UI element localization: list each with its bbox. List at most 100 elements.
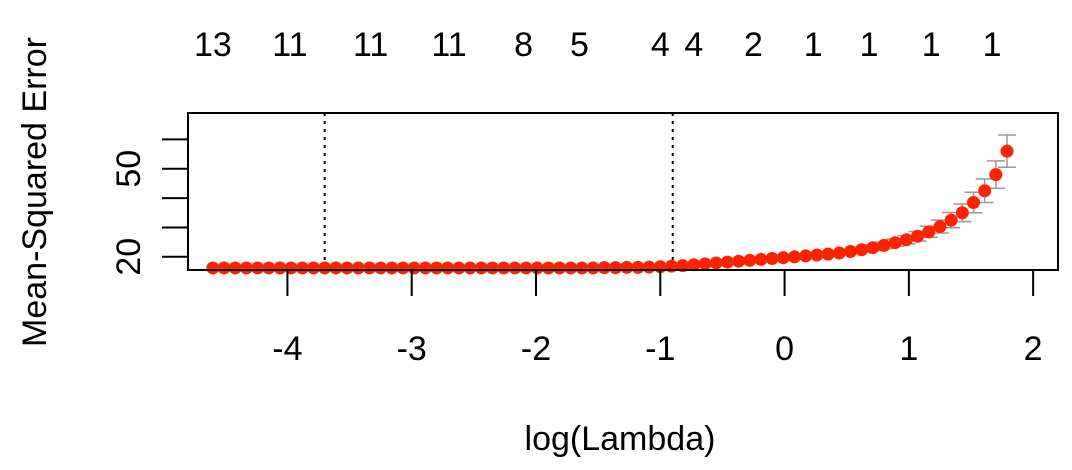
data-point	[978, 184, 992, 198]
top-axis-labels: 13 11 11 11 8 5 4 4 2 1 1 1 1	[194, 26, 1002, 64]
data-point	[262, 261, 276, 275]
data-point	[295, 261, 309, 275]
data-point	[586, 261, 600, 275]
data-point	[709, 256, 723, 270]
data-point	[362, 261, 376, 275]
x-axis-title: log(Lambda)	[525, 420, 716, 458]
x-tick-label: -3	[397, 330, 427, 368]
data-point	[340, 261, 354, 275]
data-point	[933, 220, 947, 234]
data-point	[575, 261, 589, 275]
data-point	[698, 257, 712, 271]
top-count-label: 11	[272, 26, 307, 64]
data-point	[966, 196, 980, 210]
data-point	[318, 261, 332, 275]
data-point	[396, 261, 410, 275]
top-count-label: 13	[194, 26, 232, 64]
data-point	[922, 225, 936, 239]
top-count-label: 4	[684, 26, 703, 64]
data-point	[642, 260, 656, 274]
top-count-label: 11	[353, 26, 388, 64]
data-point	[810, 248, 824, 262]
data-point	[888, 236, 902, 250]
data-point	[351, 261, 365, 275]
top-count-label: 1	[860, 26, 879, 64]
data-point	[385, 261, 399, 275]
data-point	[843, 245, 857, 259]
top-count-label: 1	[983, 26, 1002, 64]
data-point	[899, 233, 913, 247]
data-point	[631, 260, 645, 274]
x-tick-label: 0	[775, 330, 794, 368]
x-axis: -4 -3 -2 -1 0 1 2	[272, 270, 1043, 368]
data-point	[452, 261, 466, 275]
data-point	[765, 252, 779, 266]
data-point	[609, 261, 623, 275]
data-point	[474, 261, 488, 275]
data-point	[944, 213, 958, 227]
data-point	[743, 253, 757, 267]
data-point	[732, 254, 746, 268]
x-tick-label: -4	[272, 330, 302, 368]
y-tick-label: 20	[110, 238, 148, 276]
y-axis-title: Mean-Squared Error	[16, 37, 54, 347]
data-point	[486, 261, 499, 275]
data-point	[430, 261, 444, 275]
top-count-label: 2	[744, 26, 763, 64]
data-point	[497, 261, 511, 275]
reference-lines	[323, 113, 674, 270]
data-point	[776, 251, 790, 265]
data-point	[911, 229, 925, 243]
top-count-label: 5	[570, 26, 589, 64]
data-point	[687, 258, 701, 272]
data-point	[1000, 144, 1014, 158]
data-point	[877, 238, 891, 252]
data-point	[519, 261, 533, 275]
data-point	[273, 261, 287, 275]
data-point	[407, 261, 421, 275]
top-count-label: 11	[431, 26, 466, 64]
top-count-label: 1	[922, 26, 941, 64]
top-count-label: 4	[651, 26, 670, 64]
x-tick-label: 2	[1024, 330, 1043, 368]
data-point	[564, 261, 578, 275]
data-point	[832, 246, 846, 260]
data-point	[553, 261, 567, 275]
data-point	[788, 250, 802, 264]
data-point	[206, 261, 220, 275]
data-point	[307, 261, 321, 275]
data-point	[228, 261, 242, 275]
data-point	[374, 261, 388, 275]
x-tick-label: 1	[899, 330, 918, 368]
data-point	[530, 261, 544, 275]
data-point	[508, 261, 522, 275]
top-count-label: 1	[804, 26, 823, 64]
data-point	[754, 252, 768, 266]
data-point	[418, 261, 432, 275]
data-point	[541, 261, 555, 275]
x-tick-label: -2	[521, 330, 551, 368]
data-point	[955, 206, 969, 220]
data-point	[855, 243, 869, 257]
data-point	[821, 247, 835, 261]
data-point	[799, 249, 813, 263]
data-point	[251, 261, 265, 275]
data-point	[676, 259, 690, 273]
data-point	[866, 241, 880, 255]
data-point	[597, 261, 611, 275]
data-point	[329, 261, 343, 275]
data-point	[217, 261, 231, 275]
data-point	[463, 261, 477, 275]
data-point	[239, 261, 253, 275]
data-points	[206, 134, 1017, 275]
data-point	[989, 168, 1003, 182]
y-tick-label: 50	[110, 150, 148, 188]
data-point	[720, 255, 734, 269]
x-tick-label: -1	[645, 330, 675, 368]
data-point	[620, 260, 634, 274]
plot-frame	[187, 112, 1059, 271]
top-count-label: 8	[514, 26, 533, 64]
data-point	[441, 261, 455, 275]
